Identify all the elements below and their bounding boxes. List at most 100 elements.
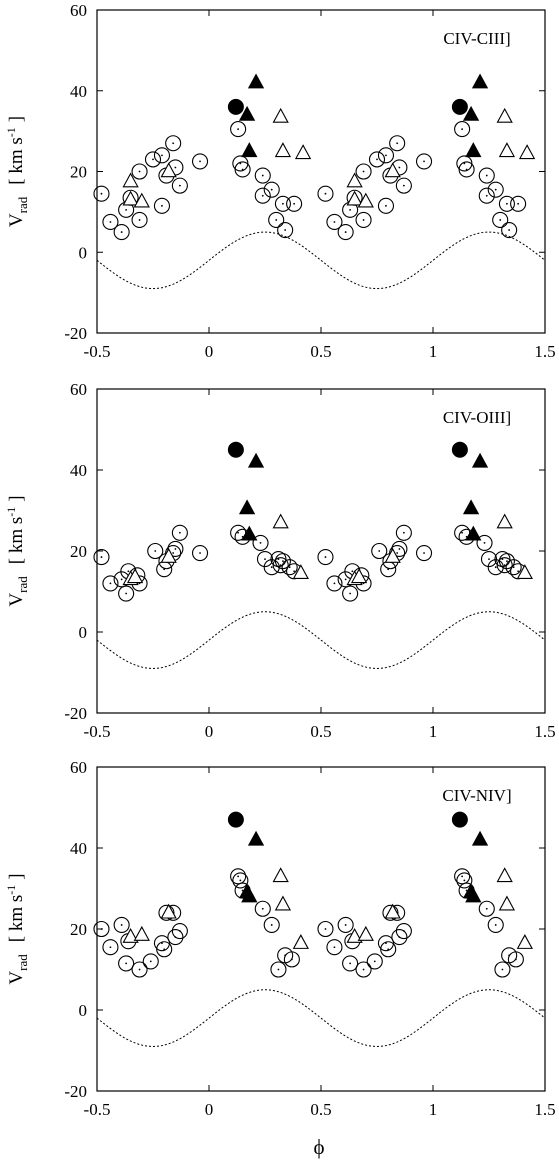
circle-center-dot — [465, 168, 468, 171]
open-circle-point — [153, 197, 171, 214]
series-open-triangle — [122, 107, 536, 208]
x-axis-label-phi: ϕ — [313, 1135, 324, 1159]
x-tick-label: 0.5 — [310, 1100, 331, 1119]
open-circle-point — [254, 187, 271, 204]
open-circle-point — [113, 916, 130, 934]
open-circle-point — [156, 941, 173, 958]
series-filled-circle — [227, 441, 468, 458]
open-circle-point — [337, 224, 354, 241]
open-circle-point — [254, 167, 271, 184]
circle-center-dot — [324, 192, 327, 195]
open-circle-point — [230, 121, 247, 138]
open-triangle-point — [518, 144, 536, 160]
circle-center-dot — [125, 208, 128, 211]
open-triangle-point — [357, 925, 374, 941]
circle-center-dot — [178, 184, 181, 187]
open-circle-point — [317, 920, 334, 938]
open-circle-point — [355, 211, 372, 228]
panel-label: CIV-OIII] — [443, 408, 511, 427]
open-circle-point — [131, 961, 148, 978]
open-circle-point — [281, 559, 298, 576]
series-open-triangle — [122, 867, 533, 949]
filled-circle-point — [227, 98, 244, 115]
circle-center-dot — [402, 531, 405, 534]
open-triangle-point — [292, 934, 309, 949]
filled-triangle-point — [241, 142, 258, 158]
circle-center-dot — [163, 948, 166, 951]
open-circle-point — [254, 900, 271, 917]
open-triangle-point — [294, 144, 312, 160]
circle-center-dot — [120, 924, 123, 926]
circle-center-dot — [485, 194, 488, 197]
open-circle-point — [458, 161, 475, 178]
circle-center-dot — [501, 968, 504, 971]
open-circle-point — [342, 585, 359, 602]
filled-triangle-point — [241, 525, 258, 541]
circle-center-dot — [199, 160, 201, 163]
open-triangle-point — [133, 192, 150, 208]
circle-center-dot — [270, 924, 273, 926]
open-circle-point — [171, 524, 188, 541]
y-axis-label: Vrad[ km s-1] — [4, 116, 30, 227]
x-tick-label: 0.5 — [310, 342, 331, 361]
circle-center-dot — [199, 552, 201, 554]
open-triangle-point — [274, 142, 292, 158]
circle-center-dot — [120, 578, 123, 581]
circle-center-dot — [396, 552, 399, 554]
circle-center-dot — [344, 578, 347, 581]
open-circle-point — [102, 213, 119, 231]
open-triangle-point — [292, 564, 309, 580]
plot-frame — [96, 766, 546, 1092]
open-circle-point — [93, 185, 110, 202]
open-circle-point — [505, 559, 522, 576]
open-circle-point — [234, 161, 251, 178]
open-circle-point — [337, 916, 354, 934]
circle-center-dot — [237, 875, 240, 878]
open-circle-point — [476, 534, 493, 551]
open-triangle-point — [272, 107, 289, 123]
circle-center-dot — [161, 204, 163, 207]
circle-center-dot — [125, 962, 128, 965]
filled-circle-point — [227, 811, 244, 828]
open-triangle-point — [272, 867, 289, 883]
x-tick-label: 0 — [205, 1100, 214, 1119]
open-triangle-point — [272, 513, 289, 529]
x-tick-label: -0.5 — [84, 722, 111, 741]
open-triangle-point — [126, 568, 144, 584]
open-circle-point — [232, 872, 249, 889]
y-tick-label: -20 — [64, 324, 87, 343]
circle-center-dot — [120, 231, 123, 233]
circle-center-dot — [508, 229, 511, 231]
circle-center-dot — [378, 550, 381, 552]
open-circle-point — [496, 557, 513, 574]
open-triangle-point — [133, 925, 150, 941]
y-tick-label: 60 — [70, 758, 87, 777]
open-circle-point — [147, 542, 164, 560]
open-circle-point — [342, 955, 359, 972]
x-tick-label: 0 — [205, 722, 214, 741]
circle-center-dot — [463, 879, 466, 882]
series-open-circle-dot — [93, 524, 527, 602]
circle-center-dot — [461, 531, 464, 534]
open-circle-point — [478, 167, 495, 184]
circle-center-dot — [237, 531, 240, 534]
y-tick-label: -20 — [64, 704, 87, 723]
circle-center-dot — [362, 219, 365, 221]
circle-center-dot — [503, 564, 506, 567]
filled-triangle-point — [462, 105, 480, 121]
x-tick-label: 0 — [205, 342, 214, 361]
circle-center-dot — [275, 219, 278, 221]
y-tick-label: 0 — [79, 1001, 88, 1020]
circle-center-dot — [385, 154, 387, 157]
circle-center-dot — [261, 174, 264, 177]
circle-center-dot — [485, 174, 488, 177]
open-circle-point — [272, 557, 289, 574]
open-circle-point — [167, 929, 184, 946]
model-curve — [96, 989, 546, 1047]
circle-center-dot — [261, 907, 264, 910]
series-filled-circle — [227, 811, 468, 828]
circle-center-dot — [138, 170, 141, 173]
open-triangle-point — [496, 513, 513, 529]
x-tick-label: 1.5 — [534, 722, 555, 741]
